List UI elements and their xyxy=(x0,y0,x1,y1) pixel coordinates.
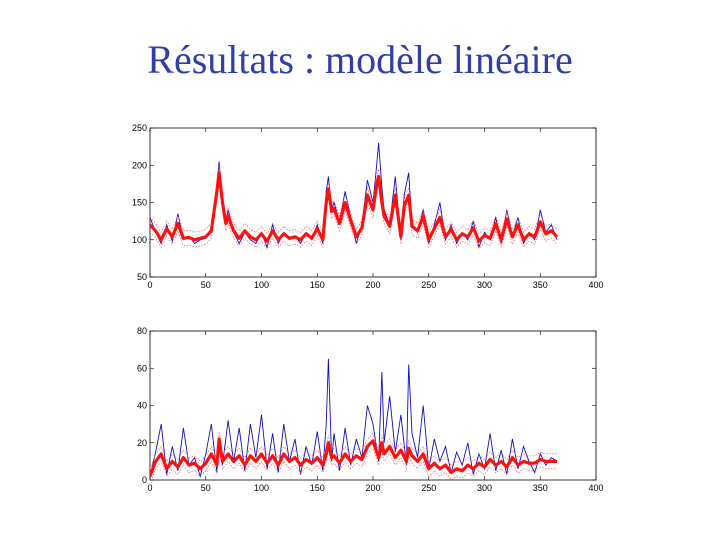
x-tick-label: 150 xyxy=(310,483,325,493)
x-tick-label: 400 xyxy=(588,483,603,493)
y-tick-label: 0 xyxy=(142,475,147,485)
model-band-lower-line xyxy=(150,180,558,250)
x-tick-label: 150 xyxy=(310,280,325,290)
model-series-line xyxy=(150,437,557,477)
x-tick-label: 200 xyxy=(365,280,380,290)
x-tick-label: 400 xyxy=(588,280,603,290)
y-tick-label: 80 xyxy=(137,326,147,336)
x-tick-label: 100 xyxy=(254,483,269,493)
x-tick-label: 100 xyxy=(254,280,269,290)
y-tick-label: 50 xyxy=(137,272,147,282)
x-tick-label: 350 xyxy=(533,483,548,493)
y-tick-label: 20 xyxy=(137,438,147,448)
x-tick-label: 50 xyxy=(201,483,211,493)
chart-bottom: 0 50 100 150 200 250 300 350 400 0 20 40 60 80 xyxy=(137,326,604,493)
y-tick-label: 150 xyxy=(132,198,147,208)
model-band-upper-line xyxy=(150,431,557,469)
x-tick-label: 300 xyxy=(477,280,492,290)
y-tick-label: 200 xyxy=(132,160,147,170)
x-tick-label: 250 xyxy=(421,483,436,493)
model-band-lower-line xyxy=(151,446,557,480)
x-tick-label: 0 xyxy=(147,280,152,290)
y-tick-label: 100 xyxy=(132,235,147,245)
x-tick-label: 200 xyxy=(365,483,380,493)
y-tick-label: 250 xyxy=(132,123,147,133)
x-tick-label: 350 xyxy=(533,280,548,290)
slide-title: Résultats : modèle linéaire xyxy=(147,37,573,82)
x-tick-label: 0 xyxy=(147,483,152,493)
x-tick-label: 50 xyxy=(201,280,211,290)
x-tick-label: 250 xyxy=(421,280,436,290)
model-series-line xyxy=(150,171,559,243)
x-tick-label: 300 xyxy=(477,483,492,493)
y-tick-label: 60 xyxy=(137,363,147,373)
y-tick-label: 40 xyxy=(137,401,147,411)
